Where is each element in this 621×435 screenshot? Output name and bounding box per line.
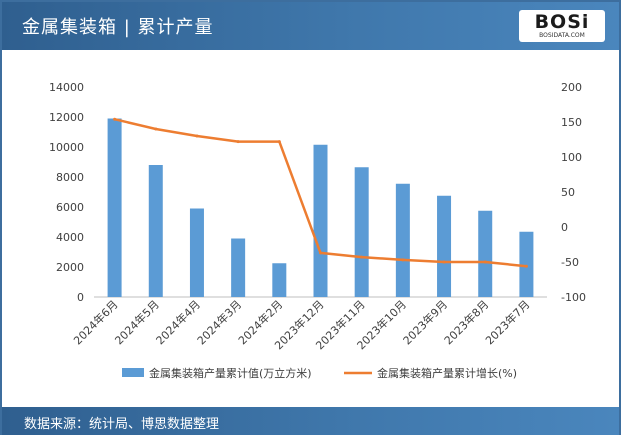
y-left-tick-label: 4000 <box>56 231 84 244</box>
header-bar: 金属集装箱 | 累计产量 BOSi BOSIDATA.COM <box>2 2 619 50</box>
y-right-tick-label: 100 <box>561 151 582 164</box>
y-right-tick-label: 0 <box>561 221 568 234</box>
y-left-tick-label: 8000 <box>56 171 84 184</box>
page-title: 金属集装箱 | 累计产量 <box>22 17 214 38</box>
logo-wordmark: BOSi <box>534 11 590 33</box>
bar <box>148 165 163 297</box>
y-right-tick-label: -100 <box>561 291 586 304</box>
bar <box>107 118 122 297</box>
x-tick-label: 2023年7月 <box>482 297 532 347</box>
y-left-tick-label: 0 <box>77 291 84 304</box>
y-left-tick-label: 12000 <box>49 111 84 124</box>
line-point <box>360 255 364 259</box>
bar <box>519 231 534 297</box>
bar <box>272 263 287 297</box>
brand-logo: BOSi BOSIDATA.COM <box>519 10 605 42</box>
bar <box>231 238 246 297</box>
bar <box>478 210 493 297</box>
bar <box>189 208 204 297</box>
y-right-tick-label: 200 <box>561 81 582 94</box>
bar <box>395 183 410 297</box>
legend-line-label: 金属集装箱产量累计增长(%) <box>377 366 517 380</box>
data-source: 数据来源：统计局、博思数据整理 <box>24 417 220 432</box>
line-point <box>113 117 117 121</box>
line-point <box>154 127 158 131</box>
y-right-tick-label: 150 <box>561 116 582 129</box>
line-point <box>195 134 199 138</box>
logo-subtext: BOSIDATA.COM <box>539 32 585 39</box>
bar <box>313 144 328 297</box>
y-left-tick-label: 10000 <box>49 141 84 154</box>
bar <box>354 167 369 297</box>
line-point <box>524 264 528 268</box>
line-point <box>319 251 322 255</box>
y-right-tick-label: 50 <box>561 186 575 199</box>
legend-bar-swatch <box>122 368 144 377</box>
y-right-tick-label: -50 <box>561 256 579 269</box>
y-left-tick-label: 2000 <box>56 261 84 274</box>
line-point <box>401 258 405 262</box>
bar <box>437 195 452 297</box>
line-point <box>236 140 240 144</box>
legend-bar-label: 金属集装箱产量累计值(万立方米) <box>149 366 312 380</box>
footer-bar: 数据来源：统计局、博思数据整理 <box>2 407 619 435</box>
line-point <box>483 260 487 264</box>
y-left-tick-label: 6000 <box>56 201 84 214</box>
y-left-tick-label: 14000 <box>49 81 84 94</box>
line-point <box>442 260 446 264</box>
combo-chart: 0 2000 4000 6000 8000 10000 12000 14000 -100 -50 0… <box>49 81 586 380</box>
line-point <box>277 140 281 144</box>
